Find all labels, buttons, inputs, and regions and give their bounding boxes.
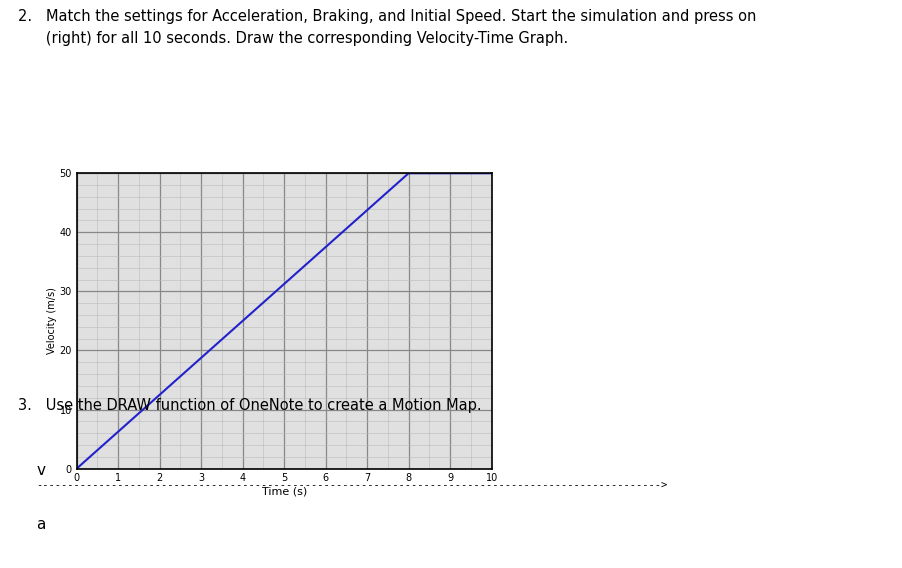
Text: a: a xyxy=(36,517,45,532)
Text: 2.   Match the settings for Acceleration, Braking, and Initial Speed. Start the : 2. Match the settings for Acceleration, … xyxy=(18,9,757,23)
Text: (right) for all 10 seconds. Draw the corresponding Velocity-Time Graph.: (right) for all 10 seconds. Draw the cor… xyxy=(18,31,568,46)
Y-axis label: Velocity (m/s): Velocity (m/s) xyxy=(47,287,57,354)
X-axis label: Time (s): Time (s) xyxy=(262,486,307,496)
Text: 3.   Use the DRAW function of OneNote to create a Motion Map.: 3. Use the DRAW function of OneNote to c… xyxy=(18,398,482,412)
Text: --------------------------------------------------------------------------------: ----------------------------------------… xyxy=(36,481,667,491)
Text: v: v xyxy=(36,463,45,478)
